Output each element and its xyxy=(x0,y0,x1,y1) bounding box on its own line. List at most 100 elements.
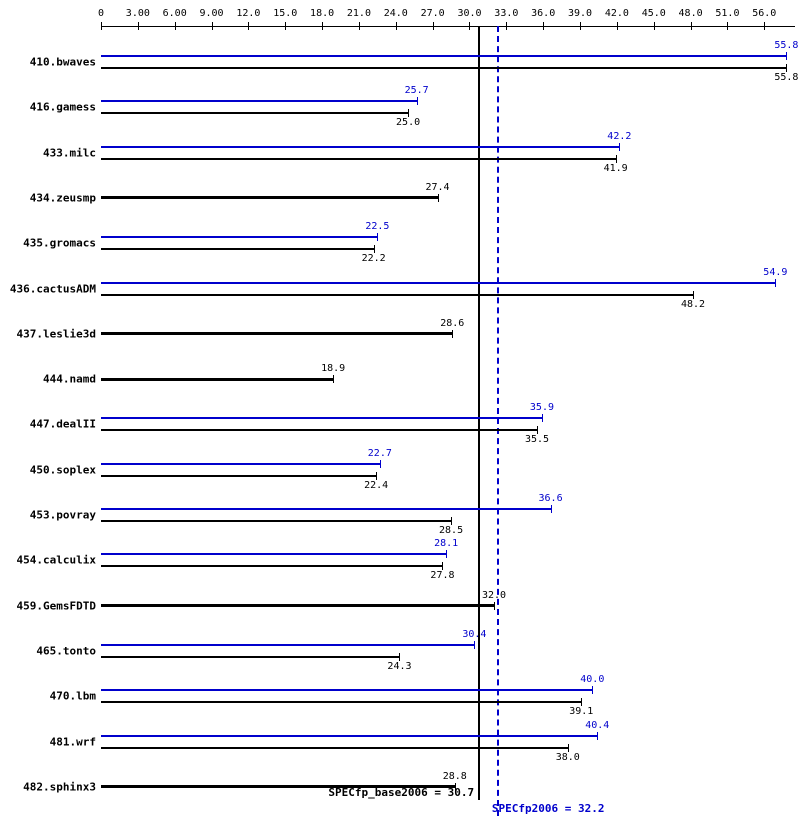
bar-single xyxy=(101,378,333,381)
axis-tick xyxy=(433,22,434,30)
axis-tick xyxy=(396,22,397,30)
axis-tick-label: 30.0 xyxy=(457,8,481,19)
value-label-peak: 42.2 xyxy=(607,131,631,142)
bar-base xyxy=(101,294,693,296)
axis-tick xyxy=(654,22,655,30)
value-label-base: 39.1 xyxy=(569,706,593,717)
value-label-peak: 36.6 xyxy=(539,493,563,504)
bar-single xyxy=(101,332,452,335)
bar-base xyxy=(101,67,786,69)
bar-single xyxy=(101,604,494,607)
bar-end-tick xyxy=(452,330,453,338)
bar-base xyxy=(101,747,568,749)
benchmark-label: 459.GemsFDTD xyxy=(0,599,96,612)
bar-peak xyxy=(101,282,775,284)
bar-single xyxy=(101,196,438,199)
value-label-single: 18.9 xyxy=(321,363,345,374)
bar-end-tick xyxy=(786,52,787,60)
bar-end-tick xyxy=(568,744,569,752)
bar-base xyxy=(101,701,581,703)
bar-base xyxy=(101,656,399,658)
bar-end-tick xyxy=(417,97,418,105)
axis-tick xyxy=(248,22,249,30)
axis-tick-label: 42.0 xyxy=(605,8,629,19)
value-label-peak: 35.9 xyxy=(530,402,554,413)
axis-tick xyxy=(212,22,213,30)
axis-tick xyxy=(138,22,139,30)
axis-tick-label: 0 xyxy=(98,8,104,19)
axis-tick-label: 51.0 xyxy=(715,8,739,19)
bar-end-tick xyxy=(581,698,582,706)
bar-base xyxy=(101,565,442,567)
benchmark-label: 447.dealII xyxy=(0,418,96,431)
bar-end-tick xyxy=(474,641,475,649)
benchmark-label: 470.lbm xyxy=(0,690,96,703)
axis-tick xyxy=(580,22,581,30)
axis-tick xyxy=(101,22,102,30)
axis-tick xyxy=(617,22,618,30)
bar-end-tick xyxy=(333,375,334,383)
bar-end-tick xyxy=(377,233,378,241)
summary-base: SPECfp_base2006 = 30.7 xyxy=(0,786,474,799)
bar-peak xyxy=(101,644,474,646)
axis-tick xyxy=(359,22,360,30)
axis-tick-label: 15.0 xyxy=(273,8,297,19)
bar-peak xyxy=(101,146,619,148)
axis-tick xyxy=(543,22,544,30)
bar-end-tick xyxy=(616,155,617,163)
bar-peak xyxy=(101,463,380,465)
value-label-peak: 28.1 xyxy=(434,538,458,549)
spec-chart: 03.006.009.0012.015.018.021.024.027.030.… xyxy=(0,0,799,831)
bar-peak xyxy=(101,508,551,510)
bar-base xyxy=(101,475,376,477)
value-label-base: 28.5 xyxy=(439,525,463,536)
value-label-peak: 55.8 xyxy=(774,40,798,51)
value-label-base: 25.0 xyxy=(396,117,420,128)
bar-base xyxy=(101,429,537,431)
bar-base xyxy=(101,248,374,250)
ref-line-base xyxy=(478,26,480,800)
axis-tick-label: 21.0 xyxy=(347,8,371,19)
value-label-peak: 40.0 xyxy=(580,674,604,685)
axis-tick xyxy=(727,22,728,30)
axis-tick xyxy=(691,22,692,30)
benchmark-label: 481.wrf xyxy=(0,735,96,748)
bar-end-tick xyxy=(592,686,593,694)
value-label-peak: 25.7 xyxy=(405,85,429,96)
axis-tick-label: 36.0 xyxy=(531,8,555,19)
value-label-base: 55.8 xyxy=(774,72,798,83)
bar-end-tick xyxy=(693,291,694,299)
bar-base xyxy=(101,520,451,522)
bar-peak xyxy=(101,100,417,102)
value-label-single: 28.8 xyxy=(443,771,467,782)
value-label-peak: 30.4 xyxy=(462,629,486,640)
axis-tick xyxy=(285,22,286,30)
bar-end-tick xyxy=(374,245,375,253)
bar-end-tick xyxy=(551,505,552,513)
value-label-single: 32.0 xyxy=(482,590,506,601)
benchmark-label: 416.gamess xyxy=(0,101,96,114)
bar-peak xyxy=(101,689,592,691)
bar-end-tick xyxy=(446,550,447,558)
bar-peak xyxy=(101,553,446,555)
bar-peak xyxy=(101,55,786,57)
benchmark-label: 410.bwaves xyxy=(0,56,96,69)
bar-base xyxy=(101,112,408,114)
ref-line-peak xyxy=(497,26,499,816)
axis-tick-label: 6.00 xyxy=(163,8,187,19)
value-label-peak: 54.9 xyxy=(763,267,787,278)
bar-base xyxy=(101,158,616,160)
axis-tick-label: 56.0 xyxy=(752,8,776,19)
bar-end-tick xyxy=(494,602,495,610)
value-label-base: 24.3 xyxy=(387,661,411,672)
value-label-base: 35.5 xyxy=(525,434,549,445)
benchmark-label: 453.povray xyxy=(0,509,96,522)
summary-peak: SPECfp2006 = 32.2 xyxy=(0,802,605,815)
axis-tick-label: 48.0 xyxy=(679,8,703,19)
benchmark-label: 450.soplex xyxy=(0,463,96,476)
benchmark-label: 437.leslie3d xyxy=(0,327,96,340)
bar-end-tick xyxy=(597,732,598,740)
value-label-base: 27.8 xyxy=(430,570,454,581)
value-label-base: 41.9 xyxy=(604,163,628,174)
axis-tick-label: 12.0 xyxy=(236,8,260,19)
